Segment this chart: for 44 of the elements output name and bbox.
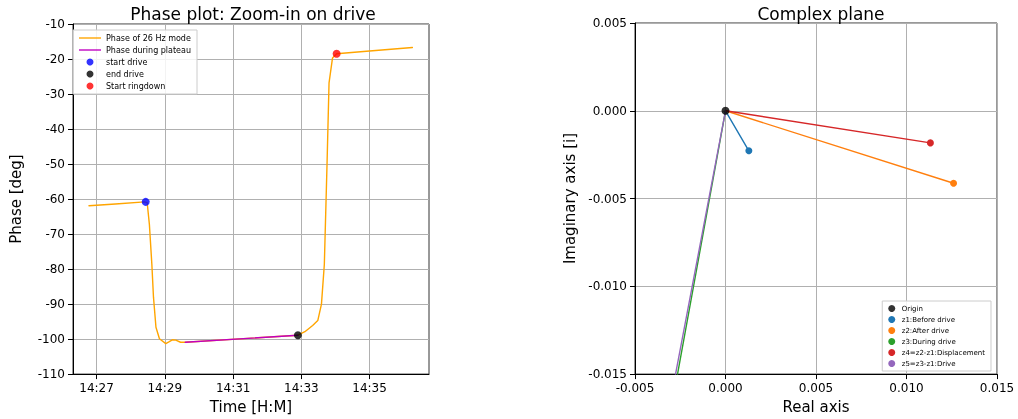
- y-tick-label: -10: [45, 17, 65, 31]
- y-tick-label: 0.000: [592, 103, 627, 118]
- point: [926, 139, 934, 147]
- y-tick-label: -20: [45, 52, 65, 67]
- y-tick-label: -0.005: [588, 191, 627, 206]
- x-tick-label: 14:31: [215, 381, 251, 396]
- legend-label: Start ringdown: [106, 81, 166, 91]
- y-tick-label: -0.015: [588, 367, 627, 382]
- point: [141, 197, 150, 206]
- x-axis-title: Real axis: [782, 397, 850, 416]
- y-tick-label: -100: [37, 332, 65, 347]
- x-tick-label: 14:29: [147, 381, 183, 396]
- legend-label: Phase of 26 Hz mode: [106, 33, 191, 43]
- y-tick-label: -50: [45, 157, 65, 172]
- x-tick-label: 0.000: [708, 381, 743, 396]
- legend-label: end drive: [106, 69, 144, 79]
- chart-title: Complex plane: [757, 3, 885, 24]
- y-tick-label: -70: [45, 227, 65, 242]
- y-tick-label: -0.010: [588, 279, 627, 294]
- x-tick-label: -0.005: [615, 381, 655, 396]
- point: [293, 331, 302, 340]
- y-tick-label: -60: [45, 192, 65, 207]
- y-tick-label: -80: [45, 262, 65, 277]
- y-tick-label: 0.005: [592, 16, 627, 30]
- legend-label: Phase during plateau: [106, 45, 192, 55]
- point: [950, 179, 958, 187]
- point: [332, 49, 341, 58]
- y-tick-label: -90: [45, 297, 65, 312]
- x-axis-title: Time [H:M]: [208, 397, 293, 416]
- legend-label: start drive: [106, 57, 148, 67]
- y-axis-title: Phase [deg]: [6, 154, 25, 244]
- y-tick-label: -110: [37, 367, 65, 382]
- y-tick-label: -40: [45, 122, 65, 137]
- x-tick-label: 0.015: [979, 381, 1015, 396]
- y-tick-label: -30: [45, 87, 65, 102]
- x-tick-label: 14:33: [284, 381, 319, 396]
- x-tick-label: 0.010: [889, 381, 924, 396]
- chart-title: Phase plot: Zoom-in on drive: [130, 3, 376, 24]
- y-axis-title: Imaginary axis [i]: [560, 132, 579, 265]
- point: [721, 106, 730, 115]
- point: [745, 147, 753, 155]
- x-tick-label: 14:27: [79, 381, 114, 396]
- x-tick-label: 0.005: [798, 381, 834, 396]
- x-tick-label: 14:35: [352, 381, 387, 396]
